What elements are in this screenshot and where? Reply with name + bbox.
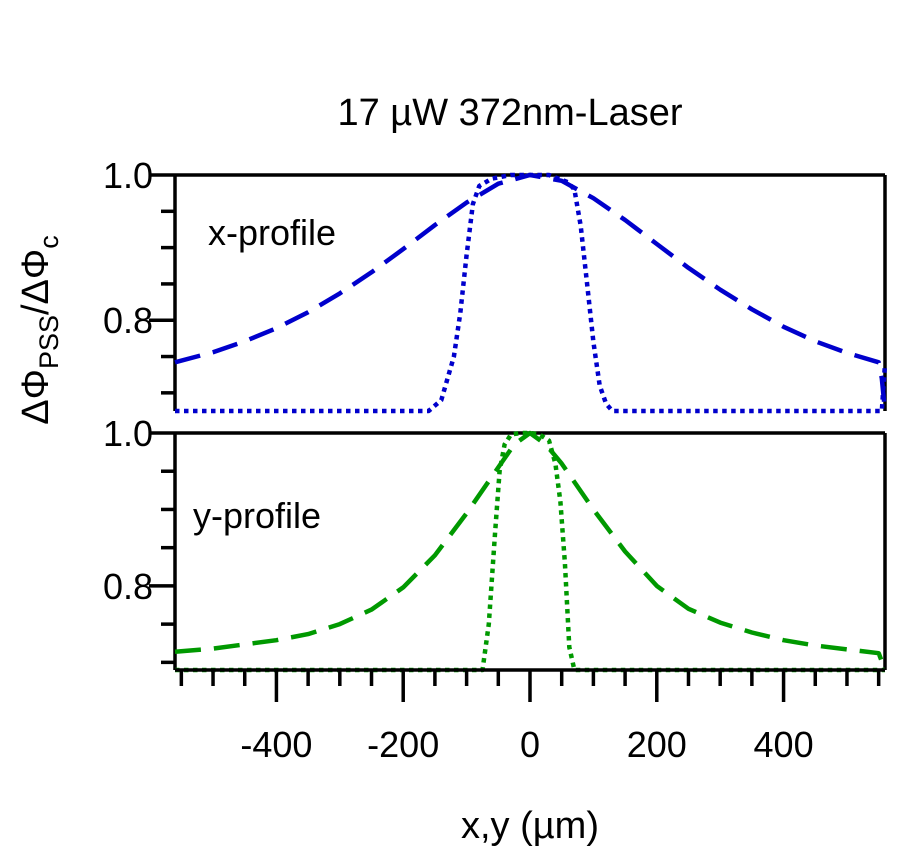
x-tick-label: -200 bbox=[367, 724, 439, 765]
panel-label: y-profile bbox=[193, 495, 321, 536]
x-tick-label: 200 bbox=[627, 724, 687, 765]
y-tick-label: 1.0 bbox=[103, 413, 153, 454]
x-tick-label: -400 bbox=[240, 724, 312, 765]
y-axis-label-sub1: PSS bbox=[34, 315, 64, 369]
x-tick-label: 400 bbox=[754, 724, 814, 765]
chart-title: 17 µW 372nm-Laser bbox=[337, 92, 682, 134]
dashed-profile-line-1 bbox=[174, 172, 888, 412]
panel-1: 0.8 1.0 x-profile bbox=[103, 155, 888, 414]
dashed-profile-line-2 bbox=[174, 430, 888, 671]
panel-2: 0.8 1.0 y-profile bbox=[103, 413, 888, 673]
y-axis-label: ΔΦPSS/ΔΦc bbox=[15, 235, 64, 425]
dotted-profile-line-1 bbox=[175, 172, 888, 414]
y-tick-label: 1.0 bbox=[103, 155, 153, 196]
y-tick-label: 0.8 bbox=[103, 566, 153, 607]
y-axis-label-sub2: c bbox=[34, 235, 64, 249]
y-tick-label: 0.8 bbox=[103, 300, 153, 341]
dotted-profile-line-2 bbox=[175, 430, 885, 673]
y-axis-label-mid: /ΔΦ bbox=[15, 249, 57, 315]
panel-label: x-profile bbox=[208, 212, 336, 253]
y-axis-label-main: ΔΦ bbox=[15, 369, 57, 425]
x-axis: -400 -200 0 200 400 bbox=[175, 668, 885, 765]
x-axis-label: x,y (µm) bbox=[461, 805, 599, 846]
x-tick-label: 0 bbox=[520, 724, 540, 765]
panels-layer: 0.8 1.0 x-profile 0.8 1.0 y-profile bbox=[103, 155, 888, 673]
